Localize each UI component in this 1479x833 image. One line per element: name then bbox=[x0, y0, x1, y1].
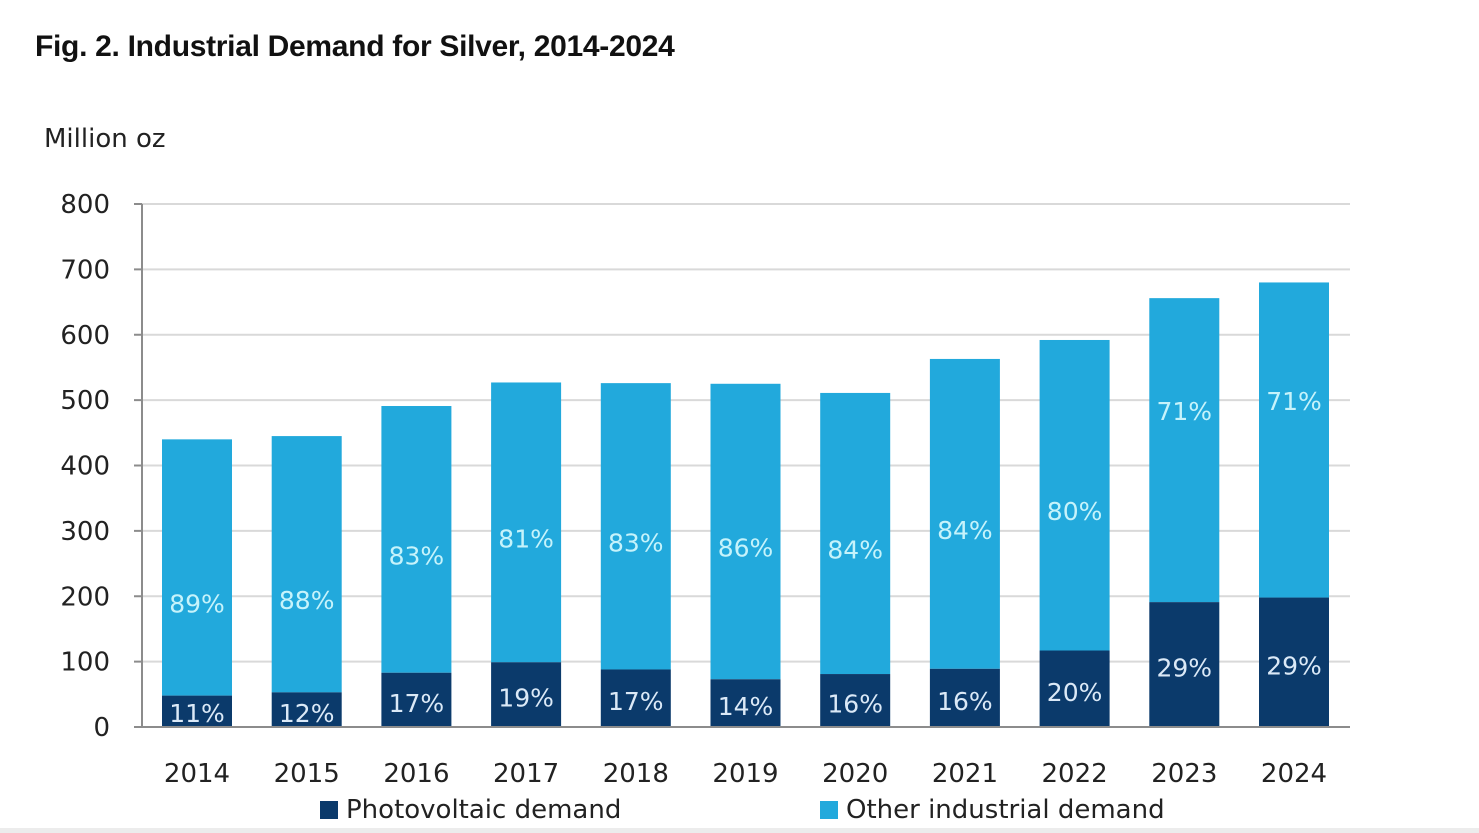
x-tick-label: 2019 bbox=[712, 759, 778, 789]
x-tick-label: 2021 bbox=[932, 759, 998, 789]
legend-label-other: Other industrial demand bbox=[846, 795, 1165, 825]
label-photovoltaic-share: 29% bbox=[1266, 651, 1322, 680]
x-tick-label: 2018 bbox=[603, 759, 669, 789]
label-other-share: 86% bbox=[718, 534, 774, 563]
label-photovoltaic-share: 16% bbox=[937, 687, 993, 716]
y-axis-label: Million oz bbox=[44, 124, 166, 154]
label-photovoltaic-share: 12% bbox=[279, 699, 335, 728]
bar-other-industrial bbox=[381, 406, 452, 673]
label-other-share: 84% bbox=[827, 535, 883, 564]
x-tick-label: 2017 bbox=[493, 759, 559, 789]
label-other-share: 81% bbox=[498, 524, 554, 553]
y-tick-label: 400 bbox=[60, 452, 110, 482]
label-other-share: 80% bbox=[1047, 497, 1103, 526]
legend: Photovoltaic demand Other industrial dem… bbox=[320, 795, 1165, 825]
bar-other-industrial bbox=[1039, 339, 1110, 651]
label-photovoltaic-share: 29% bbox=[1157, 654, 1213, 683]
bar-photovoltaic bbox=[1039, 650, 1110, 727]
bar-photovoltaic bbox=[929, 668, 1000, 727]
label-photovoltaic-share: 16% bbox=[827, 690, 883, 719]
label-photovoltaic-share: 14% bbox=[718, 692, 774, 721]
bar-photovoltaic bbox=[491, 662, 562, 727]
bar-other-industrial bbox=[491, 382, 562, 663]
x-tick-label: 2014 bbox=[164, 759, 230, 789]
label-photovoltaic-share: 17% bbox=[608, 687, 664, 716]
legend-swatch-other bbox=[820, 801, 838, 819]
bar-photovoltaic bbox=[1149, 602, 1220, 727]
bar-photovoltaic bbox=[1259, 597, 1329, 727]
x-tick-label: 2015 bbox=[274, 759, 340, 789]
bar-other-industrial bbox=[1149, 298, 1220, 603]
label-photovoltaic-share: 20% bbox=[1047, 678, 1103, 707]
legend-swatch-photovoltaic bbox=[320, 801, 338, 819]
x-tick-label: 2024 bbox=[1261, 759, 1327, 789]
legend-item-photovoltaic: Photovoltaic demand bbox=[320, 795, 621, 825]
chart-title: Fig. 2. Industrial Demand for Silver, 20… bbox=[35, 30, 675, 63]
x-tick-label: 2020 bbox=[822, 759, 888, 789]
label-photovoltaic-share: 19% bbox=[498, 684, 554, 713]
x-tick-label: 2022 bbox=[1042, 759, 1108, 789]
y-tick-label: 700 bbox=[60, 255, 110, 285]
legend-item-other: Other industrial demand bbox=[820, 795, 1165, 825]
y-tick-label: 200 bbox=[60, 582, 110, 612]
y-tick-label: 500 bbox=[60, 386, 110, 416]
label-photovoltaic-share: 17% bbox=[389, 689, 445, 718]
y-tick-label: 100 bbox=[60, 648, 110, 678]
label-photovoltaic-share: 11% bbox=[169, 699, 225, 728]
bar-other-industrial bbox=[820, 392, 891, 675]
bar-photovoltaic bbox=[162, 695, 232, 727]
bar-other-industrial bbox=[1259, 282, 1329, 598]
y-tick-label: 300 bbox=[60, 517, 110, 547]
bar-photovoltaic bbox=[820, 674, 891, 727]
bottom-strip bbox=[0, 828, 1479, 833]
bar-photovoltaic bbox=[600, 669, 671, 727]
label-other-share: 89% bbox=[169, 589, 225, 618]
y-tick-label: 800 bbox=[60, 190, 110, 220]
label-other-share: 88% bbox=[279, 586, 335, 615]
x-tick-label: 2023 bbox=[1151, 759, 1217, 789]
bar-other-industrial bbox=[929, 358, 1000, 669]
label-other-share: 83% bbox=[608, 528, 664, 557]
y-tick-label: 0 bbox=[93, 713, 110, 743]
bar-photovoltaic bbox=[381, 672, 452, 727]
x-tick-label: 2016 bbox=[383, 759, 449, 789]
label-other-share: 71% bbox=[1157, 397, 1213, 426]
bar-photovoltaic bbox=[271, 692, 342, 727]
y-tick-label: 600 bbox=[60, 321, 110, 351]
bar-other-industrial bbox=[600, 383, 671, 670]
label-other-share: 84% bbox=[937, 516, 993, 545]
bar-other-industrial bbox=[710, 383, 781, 680]
bar-other-industrial bbox=[162, 439, 232, 696]
bar-other-industrial bbox=[271, 436, 342, 693]
label-other-share: 83% bbox=[389, 541, 445, 570]
label-other-share: 71% bbox=[1266, 387, 1322, 416]
bar-photovoltaic bbox=[710, 679, 781, 727]
legend-label-photovoltaic: Photovoltaic demand bbox=[346, 795, 622, 825]
